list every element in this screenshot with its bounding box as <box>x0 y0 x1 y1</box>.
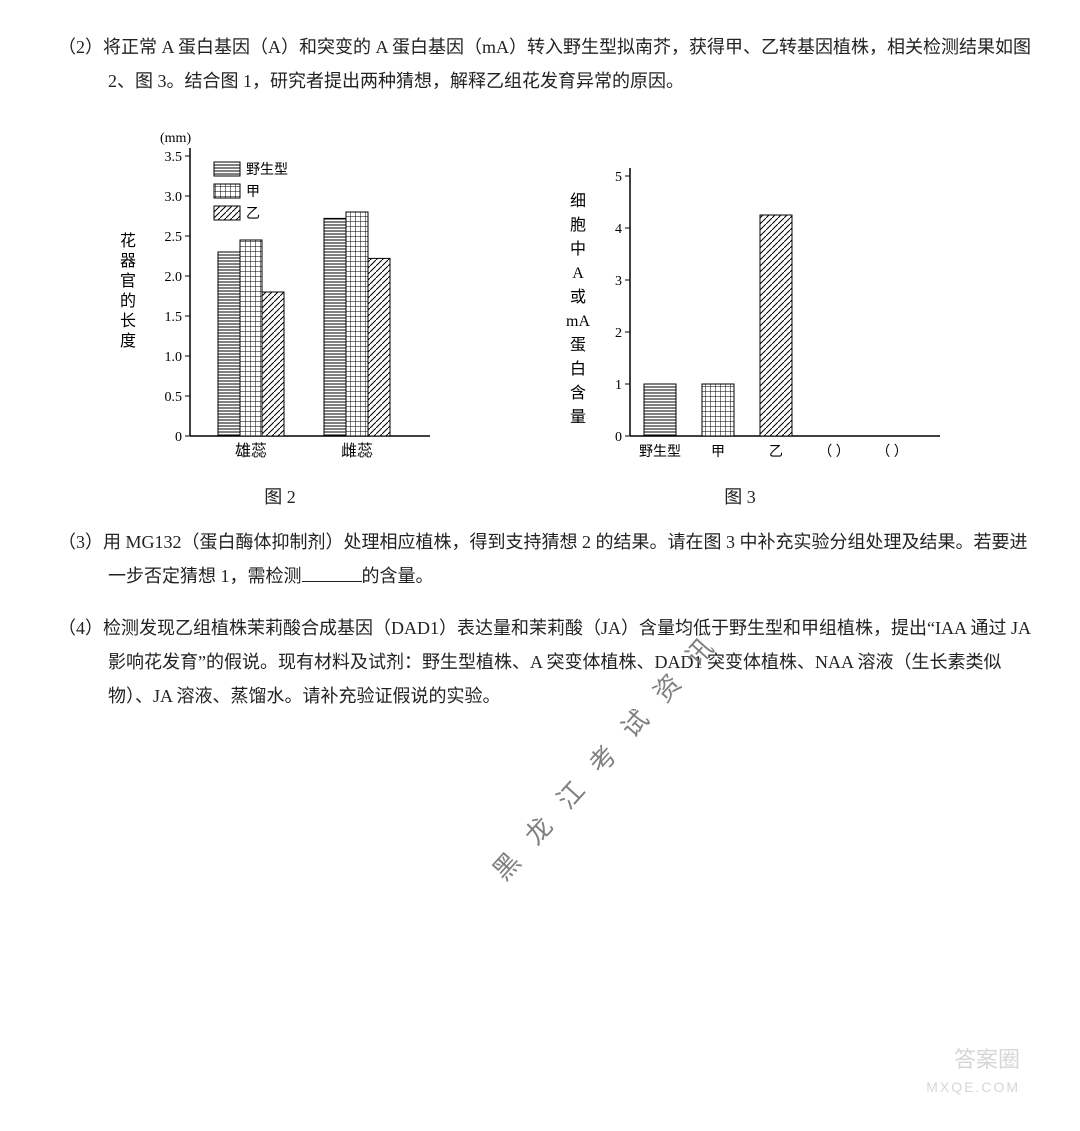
chart-2-svg: 0 0.5 1.0 1.5 2.0 2.5 3.0 3.5 (mm) 花器官的长度 野生型甲乙雄蕊 雌… <box>100 116 460 476</box>
svg-text:3: 3 <box>615 274 622 289</box>
svg-text:0.5: 0.5 <box>165 390 183 405</box>
svg-text:雌蕊: 雌蕊 <box>341 442 373 460</box>
svg-text:2: 2 <box>615 326 622 341</box>
svg-text:3.0: 3.0 <box>165 190 183 205</box>
chart-3-caption: 图 3 <box>724 480 756 514</box>
chart-3: 0 1 2 3 4 5 细胞中A或 mA 蛋白含量野生型 甲 乙 （ ） （ ） 图 3 <box>520 116 960 514</box>
svg-text:蛋: 蛋 <box>570 336 586 354</box>
svg-text:量: 量 <box>570 409 586 426</box>
svg-text:1: 1 <box>615 378 622 393</box>
q2-number: （2） <box>58 37 103 57</box>
svg-text:度: 度 <box>120 332 136 350</box>
svg-text:野生型: 野生型 <box>639 444 681 460</box>
chart-3-svg: 0 1 2 3 4 5 细胞中A或 mA 蛋白含量野生型 甲 乙 （ ） （ ） <box>520 116 960 476</box>
svg-text:1.0: 1.0 <box>165 350 183 365</box>
svg-text:4: 4 <box>615 222 622 237</box>
svg-text:（ ）: （ ） <box>818 444 850 460</box>
question-4: （4）检测发现乙组植株茉莉酸合成基因（DAD1）表达量和茉莉酸（JA）含量均低于… <box>40 611 1040 714</box>
svg-text:甲: 甲 <box>246 185 260 200</box>
svg-text:甲: 甲 <box>711 445 725 460</box>
q3-text-a: 用 MG132（蛋白酶体抑制剂）处理相应植株，得到支持猜想 2 的结果。请在图 … <box>103 532 1028 586</box>
svg-text:(mm): (mm) <box>160 131 191 146</box>
svg-text:mA: mA <box>566 313 590 330</box>
svg-text:（ ）: （ ） <box>876 444 908 460</box>
svg-text:3.5: 3.5 <box>165 150 183 165</box>
svg-text:1.5: 1.5 <box>165 310 183 325</box>
svg-text:胞: 胞 <box>570 216 586 234</box>
question-2: （2）将正常 A 蛋白基因（A）和突变的 A 蛋白基因（mA）转入野生型拟南芥，… <box>40 30 1040 98</box>
svg-text:官: 官 <box>120 272 136 290</box>
svg-text:中: 中 <box>570 240 586 258</box>
q3-blank <box>302 561 362 582</box>
svg-text:器: 器 <box>120 252 136 270</box>
svg-text:白: 白 <box>570 360 586 378</box>
svg-text:乙: 乙 <box>246 206 260 222</box>
svg-text:5: 5 <box>615 170 622 185</box>
chart-2: 0 0.5 1.0 1.5 2.0 2.5 3.0 3.5 (mm) 花器官的长度 野生型甲乙雄蕊 雌… <box>100 116 460 514</box>
svg-text:花: 花 <box>120 232 136 250</box>
svg-text:0: 0 <box>615 430 622 445</box>
charts-row: 00.51.01.52.02.53.03.5(mm)花器官的长度野生型甲乙雄蕊雌… <box>100 116 1040 514</box>
corner-url: MXQE.COM <box>926 1074 1020 1101</box>
svg-text:细: 细 <box>570 192 586 210</box>
q2-text: 将正常 A 蛋白基因（A）和突变的 A 蛋白基因（mA）转入野生型拟南芥，获得甲… <box>103 37 1031 91</box>
q3-text-b: 的含量。 <box>362 566 434 586</box>
svg-text:雄蕊: 雄蕊 <box>235 442 267 460</box>
svg-text:2.5: 2.5 <box>165 230 183 245</box>
svg-text:野生型: 野生型 <box>246 162 288 178</box>
q3-number: （3） <box>58 532 103 552</box>
svg-text:长: 长 <box>120 312 136 330</box>
q4-text: 检测发现乙组植株茉莉酸合成基因（DAD1）表达量和茉莉酸（JA）含量均低于野生型… <box>103 618 1030 706</box>
svg-text:0: 0 <box>175 430 182 445</box>
svg-text:的: 的 <box>120 292 136 310</box>
svg-text:A: A <box>572 265 584 282</box>
svg-text:2.0: 2.0 <box>165 270 183 285</box>
svg-text:含: 含 <box>570 384 586 402</box>
svg-text:或: 或 <box>570 288 586 306</box>
svg-text:乙: 乙 <box>769 444 783 460</box>
chart-2-caption: 图 2 <box>264 480 296 514</box>
question-3: （3）用 MG132（蛋白酶体抑制剂）处理相应植株，得到支持猜想 2 的结果。请… <box>40 525 1040 593</box>
q4-number: （4） <box>58 618 103 638</box>
